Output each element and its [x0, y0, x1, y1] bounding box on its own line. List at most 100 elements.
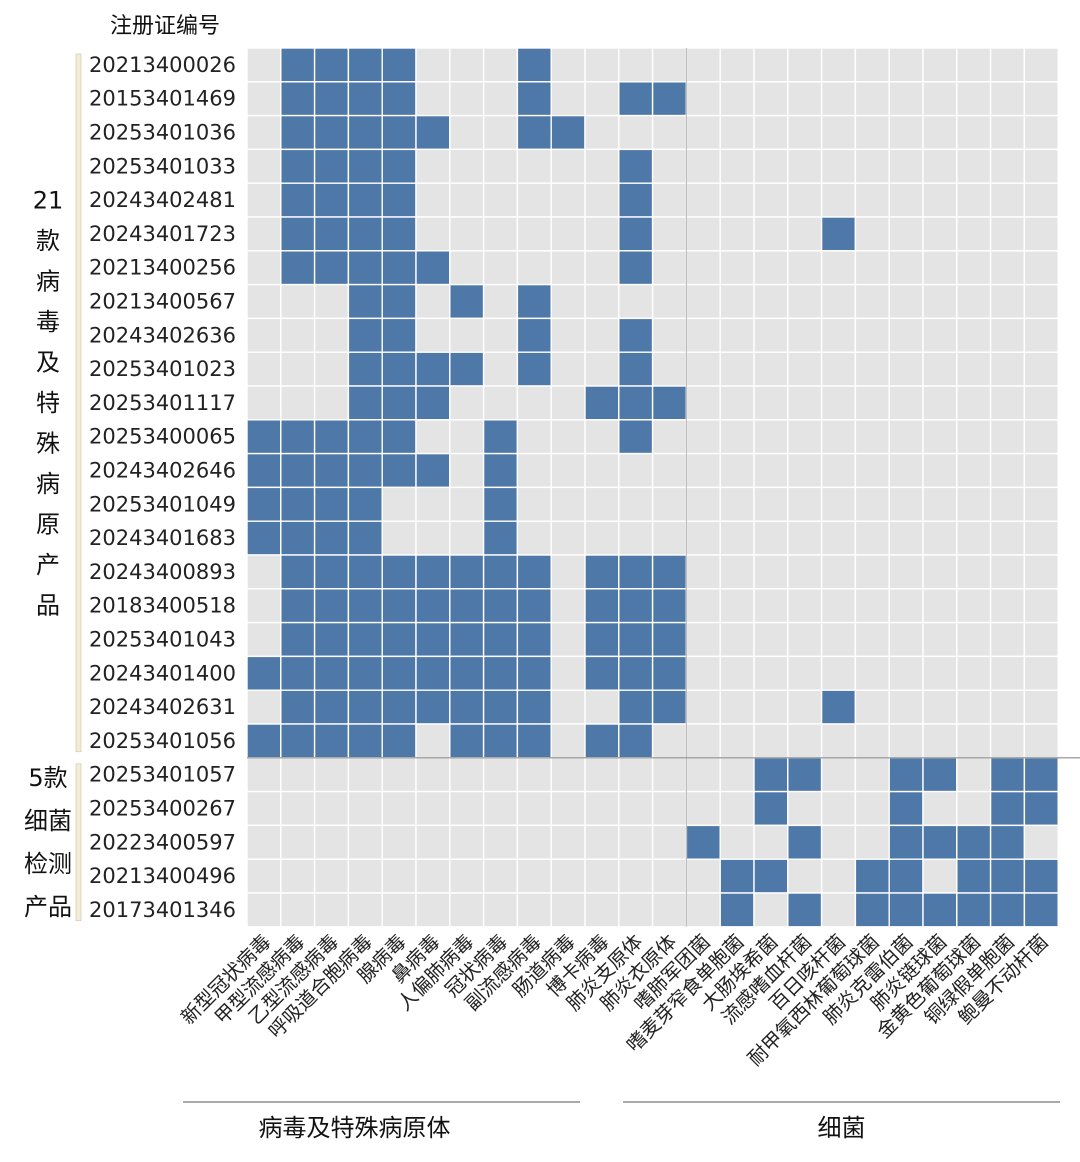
heatmap-cell-r14-c3: [347, 520, 383, 556]
heatmap-cell-r25-c3: [347, 892, 383, 928]
heatmap-cell-r2-c4: [381, 114, 417, 151]
heatmap-cell-r2-c23: [1023, 114, 1059, 151]
heatmap-cell-r4-c21: [956, 182, 992, 218]
heatmap-cell-r24-c12: [651, 858, 688, 894]
heatmap-cell-r15-c7: [482, 554, 519, 590]
heatmap-cell-r2-c8: [516, 114, 552, 151]
heatmap-cell-r5-c4: [381, 216, 417, 252]
heatmap-cell-r12-c23: [1023, 452, 1059, 489]
heatmap-cell-r21-c2: [313, 757, 350, 793]
heatmap-cell-r17-c13: [685, 621, 721, 658]
heatmap-cell-r2-c2: [313, 114, 350, 151]
heatmap-cell-r3-c5: [415, 148, 451, 184]
heatmap-cell-r11-c10: [584, 419, 620, 455]
heatmap-cell-r17-c15: [753, 621, 789, 658]
heatmap-cell-r6-c5: [415, 250, 451, 286]
heatmap-cell-r14-c9: [550, 520, 586, 556]
heatmap-cell-r12-c5: [415, 452, 451, 489]
heatmap-cell-r17-c0: [246, 621, 282, 658]
heatmap-cell-r19-c22: [989, 689, 1026, 725]
heatmap-cell-r14-c7: [482, 520, 519, 556]
heatmap-cell-r1-c6: [449, 81, 485, 117]
heatmap-cell-r14-c6: [449, 520, 485, 556]
heatmap-cell-r24-c13: [685, 858, 721, 894]
heatmap-cell-r21-c16: [787, 757, 823, 793]
heatmap-cell-r23-c9: [550, 824, 586, 860]
heatmap-cell-r14-c18: [854, 520, 890, 556]
heatmap-cell-r4-c11: [618, 182, 654, 218]
heatmap-cell-r14-c8: [516, 520, 552, 556]
heatmap-cell-r17-c23: [1023, 621, 1059, 658]
heatmap-cell-r14-c23: [1023, 520, 1059, 556]
heatmap-cell-r22-c22: [989, 790, 1026, 827]
heatmap-cell-r24-c20: [922, 858, 958, 894]
heatmap-cell-r13-c20: [922, 486, 958, 522]
heatmap-cell-r5-c6: [449, 216, 485, 252]
heatmap-cell-r13-c9: [550, 486, 586, 522]
heatmap-cell-r21-c3: [347, 757, 383, 793]
heatmap-cell-r17-c10: [584, 621, 620, 658]
heatmap-cell-r0-c10: [584, 47, 620, 83]
heatmap-cell-r11-c15: [753, 419, 789, 455]
heatmap-cell-r12-c14: [719, 452, 755, 489]
heatmap-cell-r5-c13: [685, 216, 721, 252]
heatmap-cell-r20-c19: [888, 723, 924, 759]
row-group-label: 产: [36, 551, 60, 579]
heatmap-cell-r23-c0: [246, 824, 282, 860]
heatmap-cell-r20-c15: [753, 723, 789, 759]
heatmap-cell-r5-c1: [280, 216, 316, 252]
row-group-label: 检测: [24, 850, 72, 878]
heatmap-cell-r17-c19: [888, 621, 924, 658]
heatmap-cell-r18-c0: [246, 655, 282, 691]
heatmap-cell-r18-c23: [1023, 655, 1059, 691]
heatmap-cell-r10-c15: [753, 385, 789, 421]
heatmap-cell-r17-c9: [550, 621, 586, 658]
heatmap-cell-r19-c21: [956, 689, 992, 725]
heatmap-cell-r12-c20: [922, 452, 958, 489]
row-group-label: 病: [36, 470, 60, 498]
heatmap-cell-r7-c6: [449, 283, 485, 320]
heatmap-cell-r22-c9: [550, 790, 586, 827]
column-group-label: 细菌: [818, 1114, 866, 1142]
heatmap-cell-r6-c10: [584, 250, 620, 286]
heatmap-cell-r8-c12: [651, 317, 688, 353]
heatmap-cell-r7-c5: [415, 283, 451, 320]
heatmap-cell-r2-c18: [854, 114, 890, 151]
heatmap-cell-r7-c13: [685, 283, 721, 320]
heatmap-cell-r19-c16: [787, 689, 823, 725]
heatmap-cell-r3-c19: [888, 148, 924, 184]
heatmap-cell-r6-c6: [449, 250, 485, 286]
row-label: 20253400267: [89, 797, 236, 821]
heatmap-cell-r9-c17: [820, 351, 857, 387]
heatmap-cell-r5-c12: [651, 216, 688, 252]
heatmap-cell-r18-c11: [618, 655, 654, 691]
heatmap-cell-r25-c15: [753, 892, 789, 928]
heatmap-cell-r4-c1: [280, 182, 316, 218]
heatmap-cell-r9-c15: [753, 351, 789, 387]
heatmap-cell-r4-c8: [516, 182, 552, 218]
heatmap-cell-r13-c21: [956, 486, 992, 522]
heatmap-cell-r23-c12: [651, 824, 688, 860]
heatmap-cell-r11-c18: [854, 419, 890, 455]
heatmap-cell-r8-c17: [820, 317, 857, 353]
heatmap-cell-r15-c14: [719, 554, 755, 590]
heatmap-cell-r22-c3: [347, 790, 383, 827]
heatmap-cell-r9-c11: [618, 351, 654, 387]
heatmap-cell-r8-c15: [753, 317, 789, 353]
heatmap-cell-r0-c17: [820, 47, 857, 83]
heatmap-cell-r2-c12: [651, 114, 688, 151]
heatmap-cell-r9-c21: [956, 351, 992, 387]
heatmap-cell-r18-c8: [516, 655, 552, 691]
heatmap-cell-r2-c14: [719, 114, 755, 151]
heatmap-cell-r24-c23: [1023, 858, 1059, 894]
row-group-label: 21: [33, 186, 64, 214]
heatmap-cell-r7-c23: [1023, 283, 1059, 320]
heatmap-cell-r4-c20: [922, 182, 958, 218]
heatmap-cell-r13-c10: [584, 486, 620, 522]
heatmap-cell-r15-c11: [618, 554, 654, 590]
heatmap-cell-r1-c22: [989, 81, 1026, 117]
heatmap-cell-r1-c11: [618, 81, 654, 117]
heatmap-cell-r21-c13: [685, 757, 721, 793]
heatmap-cell-r15-c22: [989, 554, 1026, 590]
heatmap-cell-r14-c10: [584, 520, 620, 556]
